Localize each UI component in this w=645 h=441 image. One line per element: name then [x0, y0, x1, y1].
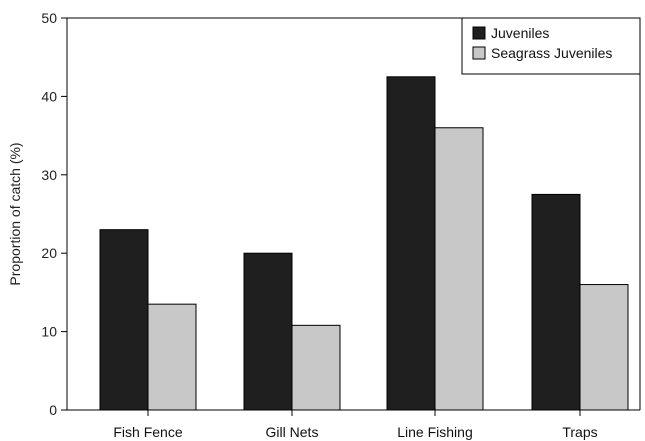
- x-tick-label: Traps: [562, 424, 597, 440]
- bar-seagrass-juveniles-fish-fence: [147, 303, 197, 411]
- bar-seagrass-juveniles-gill-nets: [291, 324, 341, 411]
- bar-juveniles-traps: [531, 193, 581, 411]
- legend: Juveniles Seagrass Juveniles: [461, 17, 641, 75]
- legend-swatch-juveniles: [472, 26, 486, 40]
- legend-swatch-seagrass-juveniles: [472, 46, 486, 60]
- bar-seagrass-juveniles-line-fishing: [434, 127, 484, 411]
- legend-label-seagrass-juveniles: Seagrass Juveniles: [491, 45, 612, 61]
- x-tick-label: Gill Nets: [266, 424, 319, 440]
- y-tick-label: 20: [41, 245, 57, 261]
- y-tick-label: 0: [49, 402, 57, 418]
- y-axis-title: Proportion of catch (%): [7, 142, 23, 285]
- legend-label-juveniles: Juveniles: [491, 25, 549, 41]
- legend-box: [461, 17, 641, 75]
- y-tick-label: 10: [41, 324, 57, 340]
- bar-juveniles-fish-fence: [99, 229, 149, 411]
- bar-seagrass-juveniles-traps: [579, 284, 629, 411]
- y-ticks: 0 10 20 30 40 50: [41, 10, 67, 418]
- bar-juveniles-gill-nets: [243, 252, 293, 411]
- x-tick-labels: Fish Fence Gill Nets Line Fishing Traps: [113, 410, 598, 440]
- y-tick-label: 50: [41, 10, 57, 26]
- x-tick-label: Fish Fence: [113, 424, 182, 440]
- y-tick-label: 40: [41, 88, 57, 104]
- x-tick-label: Line Fishing: [397, 424, 473, 440]
- bars: [99, 76, 629, 411]
- bar-juveniles-line-fishing: [386, 76, 436, 411]
- y-tick-label: 30: [41, 167, 57, 183]
